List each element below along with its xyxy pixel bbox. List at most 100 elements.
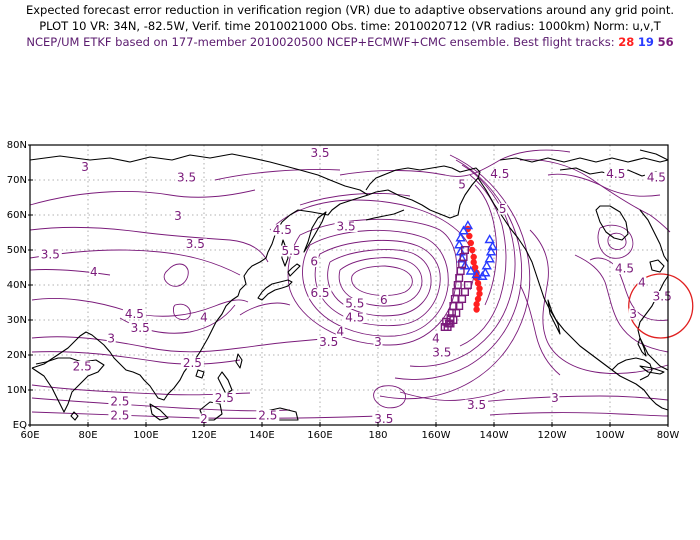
lon-tick-label: 180 (368, 430, 387, 441)
contour-label-text: 3 (629, 307, 637, 321)
contour-line (589, 257, 669, 321)
track-28-label: 28 (618, 35, 635, 49)
contour-line (302, 229, 449, 337)
contour-line (314, 240, 441, 327)
contour-label: 3 (106, 332, 116, 346)
contour-line (29, 189, 256, 206)
coastline-gulf-of-mexico (611, 357, 653, 381)
coastline-alaska (365, 165, 481, 219)
lon-tick-label: 80W (657, 430, 680, 441)
contour-label-text: 6.5 (310, 286, 329, 300)
track-19-point (484, 234, 495, 244)
contour-label: 4 (637, 276, 647, 290)
coastline-japan-north (287, 263, 301, 277)
track-19-point (481, 260, 492, 270)
contour-line (31, 351, 241, 365)
contour-label-text: 3.5 (337, 220, 356, 234)
contour-line (607, 232, 627, 250)
contour-label-text: 3 (107, 332, 115, 346)
contour-label-bg (270, 224, 294, 236)
contour-label-bg (335, 326, 345, 337)
contour-line (597, 224, 634, 259)
coastline-canada-north (499, 157, 669, 163)
contour-label: 2.5 (180, 356, 204, 370)
contour-label-text: 3.5 (186, 237, 205, 251)
lon-tick-label: 160E (307, 430, 332, 441)
contour-label-bg (279, 245, 303, 257)
contour-label-bg (373, 336, 383, 348)
contour-label-bg (89, 266, 99, 278)
contour-label: 4.5 (613, 262, 636, 276)
track-19-point (471, 269, 482, 279)
track-28-point (467, 239, 474, 247)
contour-line (547, 173, 661, 197)
contour-label-bg (498, 203, 508, 215)
contour-label-bg (317, 336, 341, 348)
contour-label-text: 3.5 (432, 346, 451, 360)
coastline-labrador (639, 209, 669, 263)
contour-label-text: 3.5 (319, 335, 338, 349)
title-line-3: NCEP/UM ETKF based on 177-member 2010020… (0, 35, 700, 49)
contour-label: 4 (431, 332, 441, 346)
contour-label-text: 2.5 (73, 360, 92, 374)
track-56-point (461, 288, 470, 297)
contour-label-text: 2 (200, 412, 208, 426)
track-28-point (476, 285, 483, 292)
contour-label: 2 (199, 412, 209, 426)
lat-tick-label: 50N (7, 245, 27, 256)
contour-label-text: 3.5 (177, 171, 196, 185)
contour-line (489, 412, 669, 417)
lat-tick-label: 30N (7, 315, 27, 326)
track-28-point (470, 259, 477, 266)
lat-tick-label: 60N (7, 210, 27, 221)
lon-tick-label: 160W (422, 430, 451, 441)
contour-label: 3 (80, 160, 90, 174)
contour-label-bg (108, 396, 132, 407)
contour-label-text: 4 (336, 325, 344, 339)
contour-label: 4.5 (270, 223, 294, 237)
track-56-point (463, 281, 472, 290)
contour-line (269, 199, 475, 291)
contour-label-bg (465, 399, 489, 411)
contour-label-bg (372, 413, 396, 425)
contour-label-text: 5.5 (281, 244, 300, 258)
track-56-label: 56 (657, 35, 674, 49)
contour-label: 3.5 (650, 290, 674, 304)
coastline-north-america (477, 177, 669, 411)
contour-label: 5 (498, 202, 508, 216)
contour-label-text: 2.5 (215, 391, 234, 405)
contour-label-text: 5 (499, 202, 507, 216)
contour-label: 4 (89, 265, 99, 279)
contour-labels: 3.533.533.53.543.54.55.566.55.5 64.543.5 3… (38, 146, 674, 426)
contour-line (339, 149, 571, 177)
contour-label-bg (199, 413, 209, 425)
track-19-point (484, 253, 495, 263)
contour-label-bg (650, 291, 674, 302)
lon-tick-label: 100E (133, 430, 158, 441)
contour-label: 3 (550, 391, 560, 405)
coastline-japan (257, 279, 293, 301)
contour-line (409, 164, 516, 367)
contour-label: 4.5 (488, 167, 512, 181)
contour-line (379, 154, 531, 400)
track-28-point (471, 264, 479, 271)
contour-line (519, 159, 671, 233)
coastline-newfoundland (649, 259, 665, 273)
flight-track-28 (464, 225, 483, 313)
contour-label: 5.5 (343, 297, 367, 311)
track-28-point (473, 306, 480, 313)
coastlines (29, 149, 669, 421)
contour-label-bg (644, 172, 668, 183)
contour-label: 4 (335, 325, 345, 339)
contour-label-bg (628, 308, 638, 320)
contour-line (351, 265, 413, 296)
contour-label-text: 3 (551, 391, 559, 405)
contour-label-bg (173, 210, 183, 222)
contour-line (172, 303, 191, 321)
coastline-florida (637, 337, 647, 357)
contour-label: 4.5 (122, 307, 146, 321)
contour-label-text: 5 (458, 178, 466, 192)
contour-label-text: 6 (310, 255, 318, 269)
